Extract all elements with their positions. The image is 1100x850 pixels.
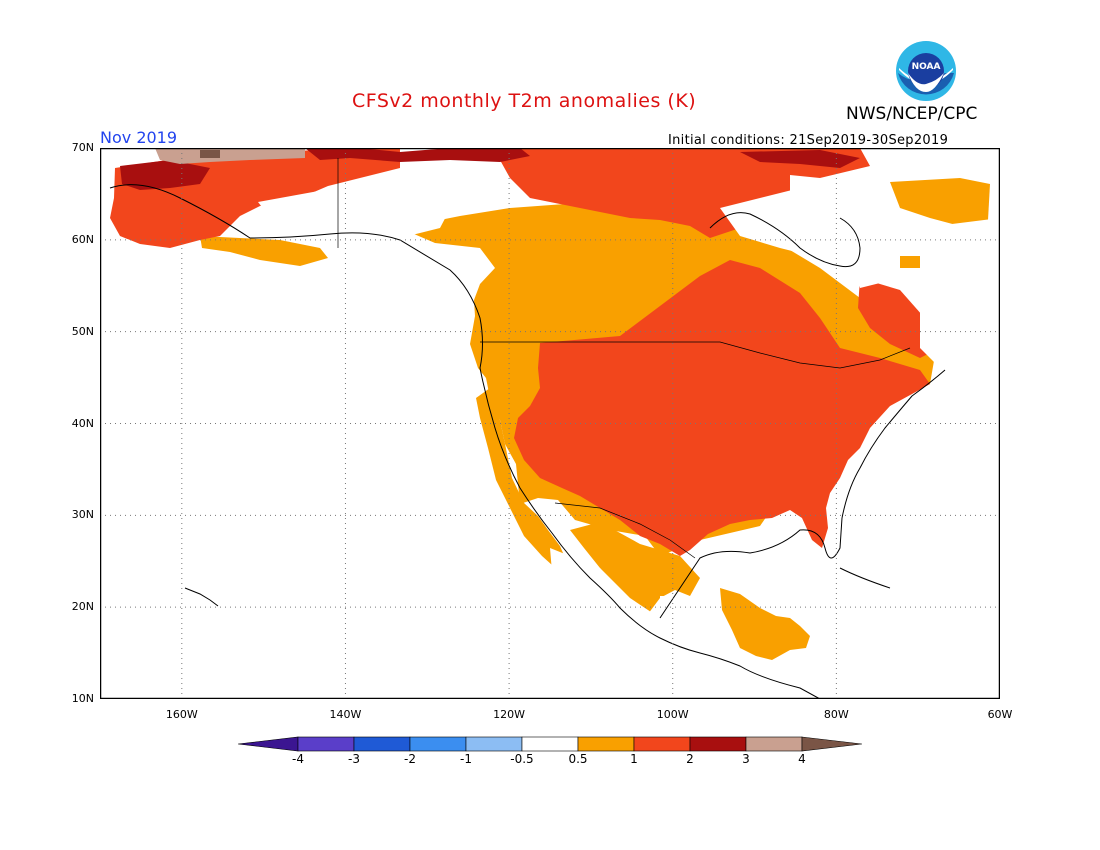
anomaly-region-hudson-west — [500, 148, 790, 238]
latitude-label: 10N — [71, 692, 94, 705]
gulf-coast — [659, 517, 843, 619]
near-normal-hudson-bay — [720, 188, 860, 278]
agency-label: NWS/NCEP/CPC — [846, 104, 978, 124]
near-normal-gulf-region — [660, 596, 700, 636]
map-frame — [100, 148, 1000, 699]
us-canada-border — [480, 341, 911, 369]
anomaly-region-nw-alaska — [120, 160, 210, 190]
latitude-label: 30N — [71, 508, 94, 522]
anomaly-region-pacific-coast — [476, 388, 570, 578]
anomaly-region-chukchi — [155, 148, 305, 164]
latitude-label: 50N — [71, 324, 94, 338]
colorbar-bin — [353, 736, 411, 752]
us-mexico-border — [554, 502, 696, 559]
latitude-label: 70N — [71, 141, 94, 154]
colorbar-label: 1 — [630, 752, 638, 766]
longitude-label: 100W — [656, 708, 689, 721]
longitude-label: 60W — [987, 708, 1013, 721]
anomaly-region-mexico — [570, 522, 700, 618]
colorbar-label: 4 — [798, 752, 806, 766]
colorbar-bin — [409, 736, 467, 752]
forecast-period: Nov 2019 — [100, 128, 178, 147]
cuba — [839, 567, 891, 589]
atlantic-coast — [841, 369, 946, 519]
colorbar-label: -3 — [348, 752, 360, 766]
colorbar-label: 2 — [686, 752, 694, 766]
colorbar-label: -0.5 — [510, 752, 534, 766]
chart-title: CFSv2 monthly T2m anomalies (K) — [352, 90, 697, 112]
anomaly-region-alaska-south — [200, 236, 328, 266]
anomaly-region-conterminous-us — [514, 260, 930, 556]
anomaly-layer-near-normal — [258, 188, 1000, 668]
longitude-label: 160W — [165, 708, 198, 721]
anomaly-layer-tan — [155, 148, 305, 164]
colorbar-bin — [465, 736, 523, 752]
near-normal-yukon — [258, 188, 460, 238]
colorbar-label: -1 — [460, 752, 472, 766]
svg-text:NOAA: NOAA — [912, 62, 941, 72]
colorbar-label: -2 — [404, 752, 416, 766]
colorbar-bin — [745, 736, 803, 752]
anomaly-layer-brown — [200, 150, 220, 158]
noaa-logo: NOAA — [896, 41, 956, 101]
latitude-label: 40N — [71, 416, 94, 430]
longitude-label: 120W — [493, 708, 526, 721]
colorbar-bin — [577, 736, 635, 752]
colorbar-bin — [238, 736, 299, 752]
anomaly-region-greenland-edge — [890, 178, 990, 226]
near-normal-baja-mexico — [550, 548, 660, 668]
longitude-label: 80W — [823, 708, 849, 721]
near-normal-east-greenland — [920, 218, 1000, 408]
latitude-label: 20N — [71, 600, 94, 614]
anomaly-map — [100, 148, 1000, 699]
colorbar-bin — [689, 736, 747, 752]
coastlines — [109, 184, 946, 699]
anomaly-region-central-america — [720, 588, 810, 660]
colorbar-bin — [801, 736, 862, 752]
longitude-label: 140W — [329, 708, 362, 721]
colorbar-label: 3 — [742, 752, 750, 766]
political-boundaries — [337, 158, 911, 559]
hawaii — [184, 587, 219, 607]
colorbar-bin — [633, 736, 691, 752]
anomaly-region-se-canada — [858, 278, 940, 358]
colorbar-bin — [297, 736, 355, 752]
colorbar — [238, 736, 862, 752]
hudson-bay-coast — [709, 212, 861, 268]
anomaly-region-arctic-coast — [305, 148, 530, 162]
graticule — [100, 148, 1000, 699]
anomaly-layer-darkred — [120, 148, 860, 190]
colorbar-label: 0.5 — [568, 752, 588, 766]
near-normal-quebec — [840, 208, 900, 288]
north-america-coastline — [109, 184, 821, 699]
colorbar-label: -4 — [292, 752, 304, 766]
initial-conditions: Initial conditions: 21Sep2019-30Sep2019 — [668, 133, 949, 148]
anomaly-region-baffin — [740, 150, 860, 168]
colorbar-bin — [521, 736, 579, 752]
anomaly-region-chukchi-core — [200, 150, 220, 158]
anomaly-region-baja — [596, 518, 635, 580]
latitude-label: 60N — [71, 232, 94, 246]
